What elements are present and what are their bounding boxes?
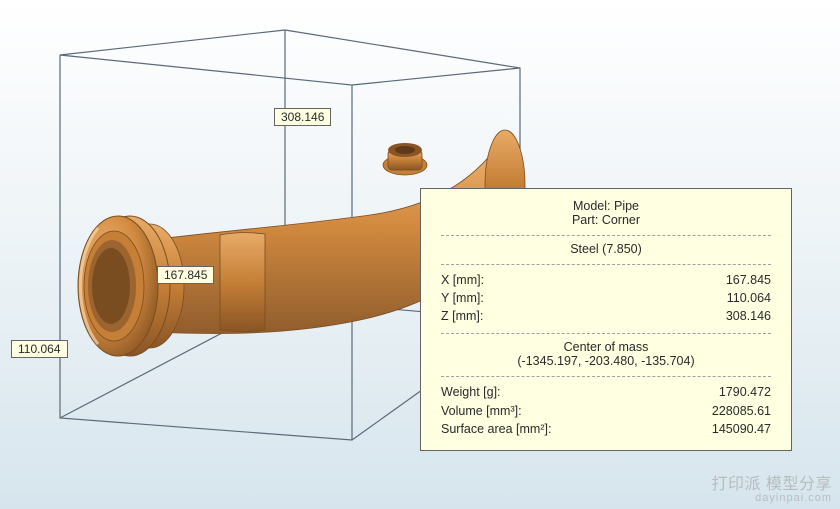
part-value: Corner [602, 213, 640, 227]
divider [441, 376, 771, 377]
dim-x-row: X [mm]: 167.845 [441, 271, 771, 289]
dimension-y-label: 110.064 [11, 340, 68, 358]
volume-label: Volume [mm³]: [441, 402, 522, 420]
model-line: Model: Pipe [441, 199, 771, 213]
weight-value: 1790.472 [719, 383, 771, 401]
dim-y-value: 110.064 [727, 289, 771, 307]
dim-x-value: 167.845 [726, 271, 771, 289]
dim-y-label: Y [mm]: [441, 289, 484, 307]
dim-y-row: Y [mm]: 110.064 [441, 289, 771, 307]
divider [441, 235, 771, 236]
weight-label: Weight [g]: [441, 383, 501, 401]
model-value: Pipe [614, 199, 639, 213]
weight-row: Weight [g]: 1790.472 [441, 383, 771, 401]
model-label: Model: [573, 199, 611, 213]
dim-z-value: 308.146 [726, 307, 771, 325]
dim-z-label: Z [mm]: [441, 307, 483, 325]
dimension-x-label: 167.845 [157, 266, 214, 284]
volume-row: Volume [mm³]: 228085.61 [441, 402, 771, 420]
volume-value: 228085.61 [712, 402, 771, 420]
divider [441, 333, 771, 334]
divider [441, 264, 771, 265]
part-label: Part: [572, 213, 598, 227]
material-line: Steel (7.850) [421, 240, 791, 260]
dim-x-label: X [mm]: [441, 271, 484, 289]
part-line: Part: Corner [441, 213, 771, 227]
surface-row: Surface area [mm²]: 145090.47 [441, 420, 771, 438]
properties-panel: Model: Pipe Part: Corner Steel (7.850) X… [420, 188, 792, 451]
com-value: (-1345.197, -203.480, -135.704) [441, 354, 771, 368]
surface-value: 145090.47 [712, 420, 771, 438]
surface-label: Surface area [mm²]: [441, 420, 551, 438]
com-title: Center of mass [441, 340, 771, 354]
dimension-z-label: 308.146 [274, 108, 331, 126]
dim-z-row: Z [mm]: 308.146 [441, 307, 771, 325]
